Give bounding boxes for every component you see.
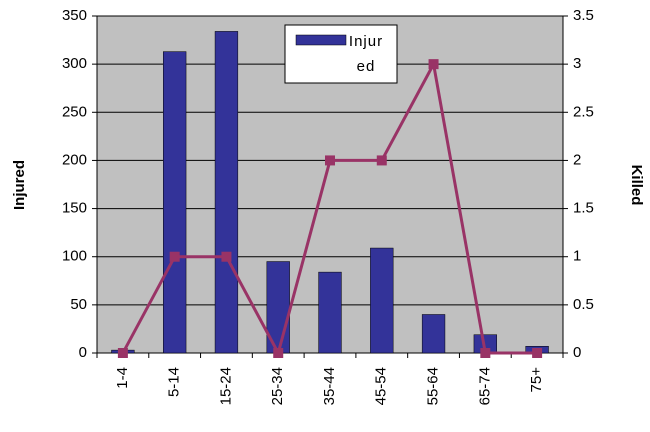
x-tick-label: 25-34 (269, 367, 286, 405)
y-tick-label: 0 (79, 344, 87, 361)
y-tick-label: 100 (62, 248, 87, 265)
marker (480, 348, 491, 358)
y-tick-label: 350 (62, 7, 87, 24)
y2-tick-label: 1 (573, 248, 581, 265)
marker (117, 348, 128, 358)
y-tick-label: 250 (62, 103, 87, 120)
y-tick-label: 300 (62, 55, 87, 72)
legend-box (284, 24, 398, 84)
y2-tick-label: 3.5 (573, 7, 594, 24)
marker (532, 348, 543, 358)
y-tick-label: 200 (62, 151, 87, 168)
x-tick-label: 35-44 (321, 367, 338, 405)
bar (163, 51, 187, 354)
marker (428, 59, 439, 70)
x-tick-label: 1-4 (114, 367, 131, 389)
marker (376, 155, 387, 166)
bar (318, 271, 342, 354)
legend-swatch (295, 34, 347, 46)
legend-label: Injured (348, 33, 384, 75)
y2-tick-label: 1.5 (573, 200, 594, 217)
x-tick-label: 75+ (528, 367, 545, 393)
y2-tick-label: 0.5 (573, 296, 594, 313)
x-tick-label: 55-64 (425, 367, 442, 405)
y-axis-title: Injured (11, 160, 28, 210)
bar (370, 247, 394, 354)
bar (214, 31, 239, 354)
y-tick-label: 50 (70, 296, 87, 313)
y-tick-label: 150 (62, 200, 87, 217)
y2-tick-label: 2.5 (573, 103, 594, 120)
legend-label-box: Injured (348, 33, 384, 75)
x-tick-label: 45-54 (373, 367, 390, 405)
marker (273, 348, 284, 358)
x-tick-label: 65-74 (476, 367, 493, 405)
y2-tick-label: 3 (573, 55, 581, 72)
x-tick-label: 5-14 (166, 367, 183, 397)
marker (325, 155, 335, 166)
x-tick-label: 15-24 (217, 367, 234, 405)
marker (221, 251, 232, 262)
y2-tick-label: 0 (573, 344, 581, 361)
y2-tick-label: 2 (573, 151, 581, 168)
y2-axis-title: Killed (628, 165, 645, 206)
marker (169, 251, 180, 262)
bar (421, 314, 446, 354)
